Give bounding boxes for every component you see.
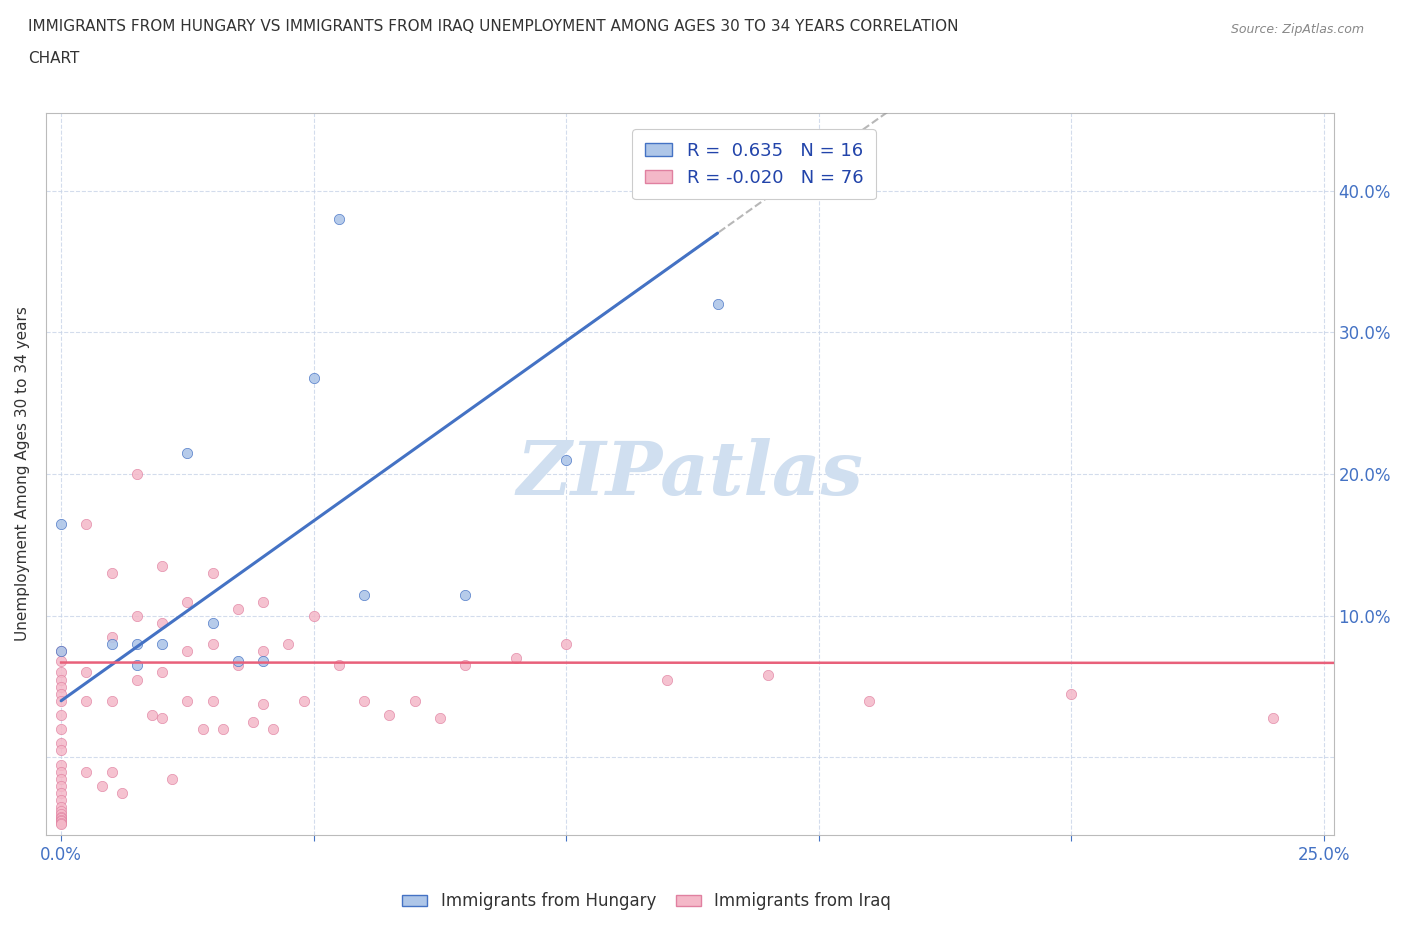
Point <box>302 608 325 623</box>
Point <box>655 672 678 687</box>
Legend: Immigrants from Hungary, Immigrants from Iraq: Immigrants from Hungary, Immigrants from… <box>395 885 898 917</box>
Point <box>555 637 578 652</box>
Point <box>226 601 249 616</box>
Point <box>49 817 72 831</box>
Point <box>49 816 72 830</box>
Point <box>125 658 148 672</box>
Point <box>49 806 72 821</box>
Point <box>176 445 198 460</box>
Point <box>160 771 183 786</box>
Text: IMMIGRANTS FROM HUNGARY VS IMMIGRANTS FROM IRAQ UNEMPLOYMENT AMONG AGES 30 TO 34: IMMIGRANTS FROM HUNGARY VS IMMIGRANTS FR… <box>28 19 959 33</box>
Point <box>211 722 233 737</box>
Point <box>100 637 122 652</box>
Point <box>201 616 224 631</box>
Point <box>125 672 148 687</box>
Point <box>49 654 72 669</box>
Point <box>150 616 173 631</box>
Point <box>226 658 249 672</box>
Point <box>49 810 72 825</box>
Point <box>706 297 728 312</box>
Text: ZIPatlas: ZIPatlas <box>516 438 863 511</box>
Point <box>49 786 72 801</box>
Point <box>125 637 148 652</box>
Point <box>292 694 315 709</box>
Point <box>49 644 72 658</box>
Point <box>353 587 375 602</box>
Point <box>49 764 72 779</box>
Point <box>49 672 72 687</box>
Point <box>75 516 97 531</box>
Point <box>49 778 72 793</box>
Point <box>125 467 148 482</box>
Point <box>150 637 173 652</box>
Point <box>454 587 477 602</box>
Point <box>49 800 72 815</box>
Point <box>75 665 97 680</box>
Point <box>201 694 224 709</box>
Point <box>49 814 72 829</box>
Point <box>150 711 173 725</box>
Point <box>302 370 325 385</box>
Point <box>252 594 274 609</box>
Point <box>75 764 97 779</box>
Point <box>242 714 264 729</box>
Point <box>49 722 72 737</box>
Point <box>756 668 779 683</box>
Point <box>111 786 134 801</box>
Point <box>49 665 72 680</box>
Point <box>262 722 284 737</box>
Point <box>49 813 72 828</box>
Point <box>454 658 477 672</box>
Point <box>49 757 72 772</box>
Point <box>252 654 274 669</box>
Text: Source: ZipAtlas.com: Source: ZipAtlas.com <box>1230 23 1364 36</box>
Point <box>252 697 274 711</box>
Point <box>49 804 72 818</box>
Point <box>49 516 72 531</box>
Point <box>49 792 72 807</box>
Point <box>505 651 527 666</box>
Point <box>49 736 72 751</box>
Point <box>49 686 72 701</box>
Point <box>328 658 350 672</box>
Point <box>176 594 198 609</box>
Point <box>252 644 274 658</box>
Point <box>100 694 122 709</box>
Point <box>49 771 72 786</box>
Point <box>49 811 72 826</box>
Point <box>90 778 112 793</box>
Point <box>176 644 198 658</box>
Point <box>353 694 375 709</box>
Point <box>100 630 122 644</box>
Point <box>100 764 122 779</box>
Point <box>429 711 451 725</box>
Point <box>100 565 122 580</box>
Point <box>201 565 224 580</box>
Point <box>49 644 72 658</box>
Point <box>226 654 249 669</box>
Point <box>1060 686 1083 701</box>
Point <box>555 452 578 467</box>
Point <box>49 694 72 709</box>
Point <box>49 743 72 758</box>
Point <box>378 708 401 723</box>
Text: CHART: CHART <box>28 51 80 66</box>
Point <box>150 559 173 574</box>
Point <box>191 722 214 737</box>
Point <box>49 708 72 723</box>
Point <box>1261 711 1284 725</box>
Point <box>150 665 173 680</box>
Point <box>201 637 224 652</box>
Point <box>176 694 198 709</box>
Point <box>404 694 426 709</box>
Legend: R =  0.635   N = 16, R = -0.020   N = 76: R = 0.635 N = 16, R = -0.020 N = 76 <box>633 129 876 199</box>
Point <box>49 679 72 694</box>
Point <box>858 694 880 709</box>
Point <box>277 637 299 652</box>
Point <box>328 211 350 226</box>
Y-axis label: Unemployment Among Ages 30 to 34 years: Unemployment Among Ages 30 to 34 years <box>15 307 30 642</box>
Point <box>75 694 97 709</box>
Point <box>125 608 148 623</box>
Point <box>141 708 163 723</box>
